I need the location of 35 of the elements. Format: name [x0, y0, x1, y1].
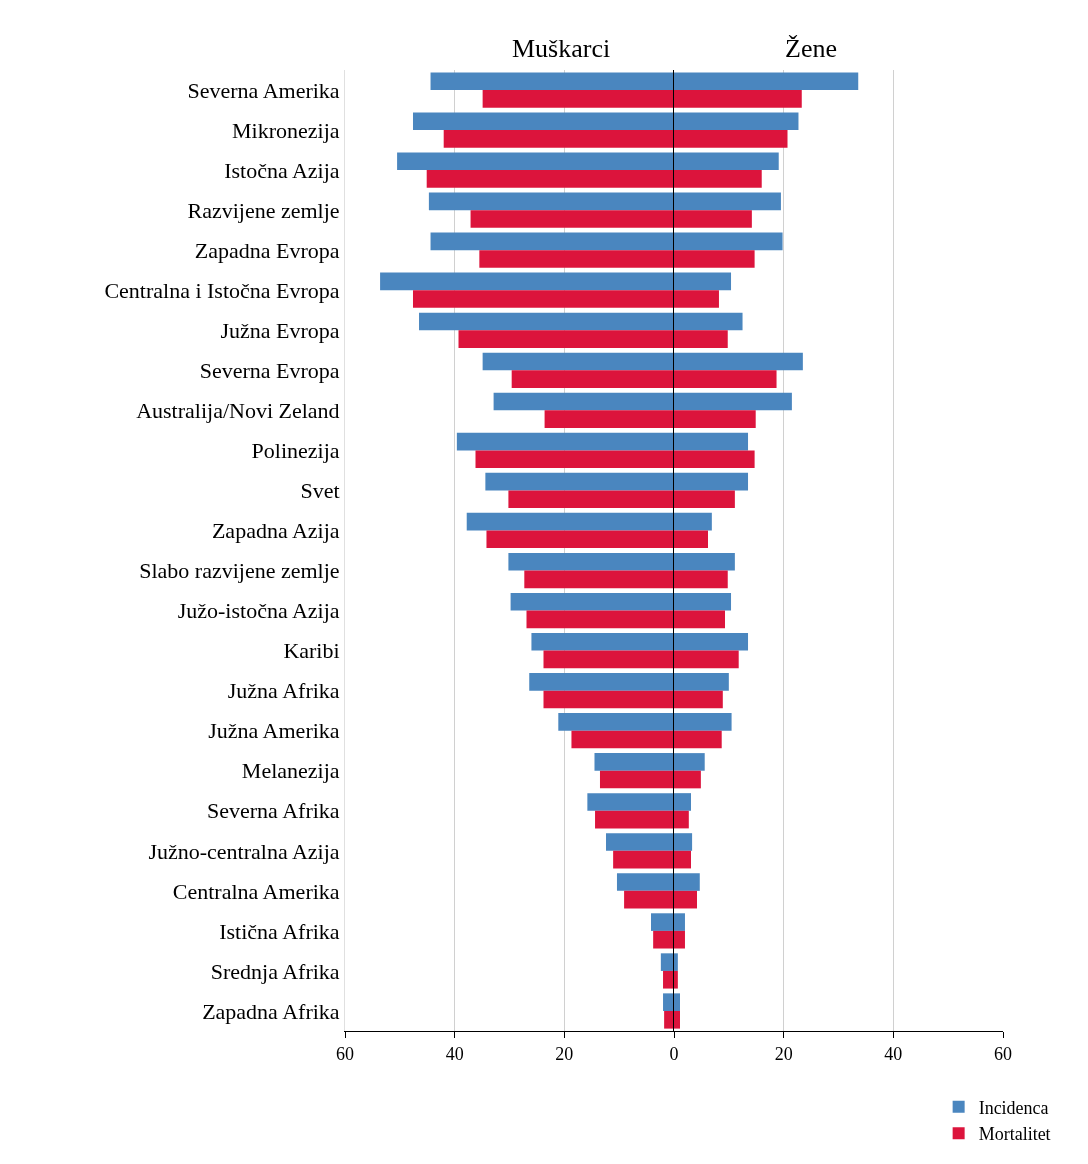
- x-tick-label: 40: [445, 1043, 464, 1064]
- y-tick-label: Južna Evropa: [220, 317, 340, 343]
- legend-label: Mortalitet: [978, 1124, 1051, 1145]
- y-tick-label: Južo-istočna Azija: [177, 598, 340, 624]
- y-tick-label: Istična Afrika: [219, 918, 340, 944]
- y-tick-label: Zapadna Evropa: [194, 237, 340, 263]
- x-tick-label: 20: [774, 1043, 793, 1064]
- y-tick-label: Istočna Azija: [224, 157, 340, 183]
- y-tick-label: Južna Amerika: [208, 718, 340, 744]
- x-tick-label: 0: [669, 1043, 679, 1064]
- y-tick-label: Zapadna Afrika: [202, 998, 340, 1024]
- y-tick-label: Razvijene zemlje: [187, 197, 340, 223]
- y-tick-label: Melanezija: [241, 758, 340, 784]
- y-tick-label: Slabo razvijene zemlje: [139, 558, 340, 584]
- x-tick-label: 60: [994, 1043, 1012, 1064]
- y-tick-label: Južna Afrika: [227, 678, 340, 704]
- x-tick-label: 20: [555, 1043, 574, 1064]
- y-tick-label: Centralna i Istočna Evropa: [104, 277, 340, 303]
- y-tick-label: Svet: [300, 478, 340, 504]
- y-tick-label: Karibi: [283, 638, 340, 664]
- y-tick-label: Severna Evropa: [199, 358, 340, 384]
- y-tick-label: Severna Afrika: [207, 798, 340, 824]
- x-tick-label: 40: [884, 1043, 903, 1064]
- y-tick-label: Zapadna Azija: [211, 518, 340, 544]
- chart-title: Žene: [785, 34, 837, 63]
- x-tick-label: 60: [336, 1043, 354, 1064]
- legend-label: Incidenca: [978, 1097, 1049, 1118]
- y-tick-label: Severna Amerika: [187, 77, 340, 103]
- y-tick-label: Centralna Amerika: [172, 878, 340, 904]
- chart-title: Muškarci: [512, 34, 611, 63]
- y-tick-label: Mikronezija: [232, 117, 340, 143]
- y-tick-label: Polinezija: [251, 438, 340, 464]
- y-tick-label: Srednja Afrika: [210, 958, 340, 984]
- y-tick-label: Južno-centralna Azija: [148, 838, 340, 864]
- y-tick-label: Australija/Novi Zeland: [136, 398, 340, 424]
